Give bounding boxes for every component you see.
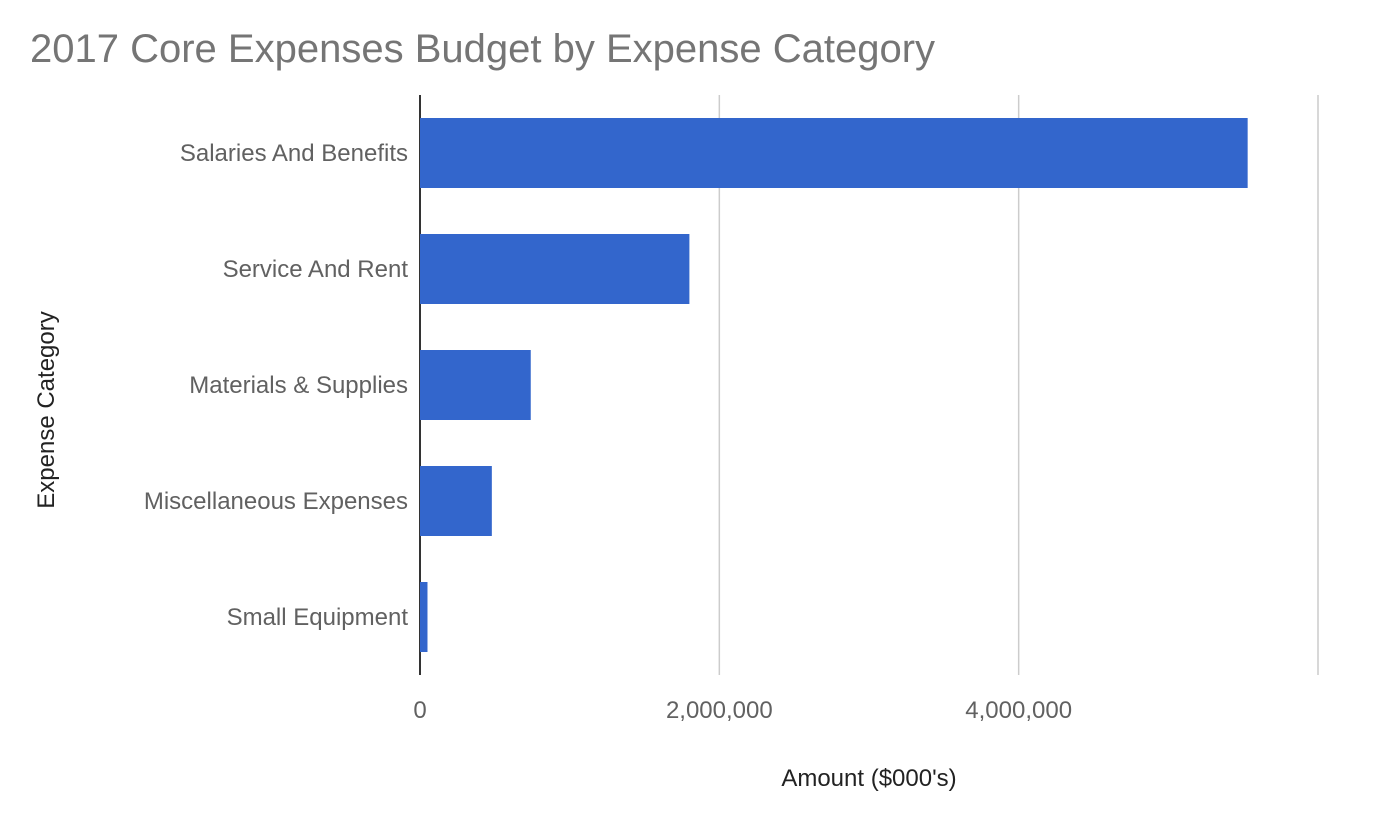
- x-tick-label: 0: [413, 697, 426, 724]
- chart-title: 2017 Core Expenses Budget by Expense Cat…: [30, 27, 935, 71]
- bars: [420, 118, 1248, 652]
- category-label: Small Equipment: [227, 604, 409, 631]
- x-tick-labels: 0 2,000,000 4,000,000: [413, 697, 1072, 724]
- category-label: Service And Rent: [223, 256, 409, 283]
- category-label: Materials & Supplies: [189, 372, 408, 399]
- bar: [420, 582, 428, 652]
- x-tick-label: 4,000,000: [965, 697, 1072, 724]
- category-label: Miscellaneous Expenses: [144, 488, 408, 515]
- category-labels: Salaries And Benefits Service And Rent Mat…: [144, 140, 408, 631]
- bar: [420, 234, 690, 304]
- bar: [420, 466, 492, 536]
- bar: [420, 350, 531, 420]
- x-tick-label: 2,000,000: [666, 697, 773, 724]
- category-label: Salaries And Benefits: [180, 140, 408, 167]
- bar: [420, 118, 1248, 188]
- y-axis-title: Expense Category: [33, 311, 60, 508]
- x-axis-title: Amount ($000's): [781, 765, 956, 792]
